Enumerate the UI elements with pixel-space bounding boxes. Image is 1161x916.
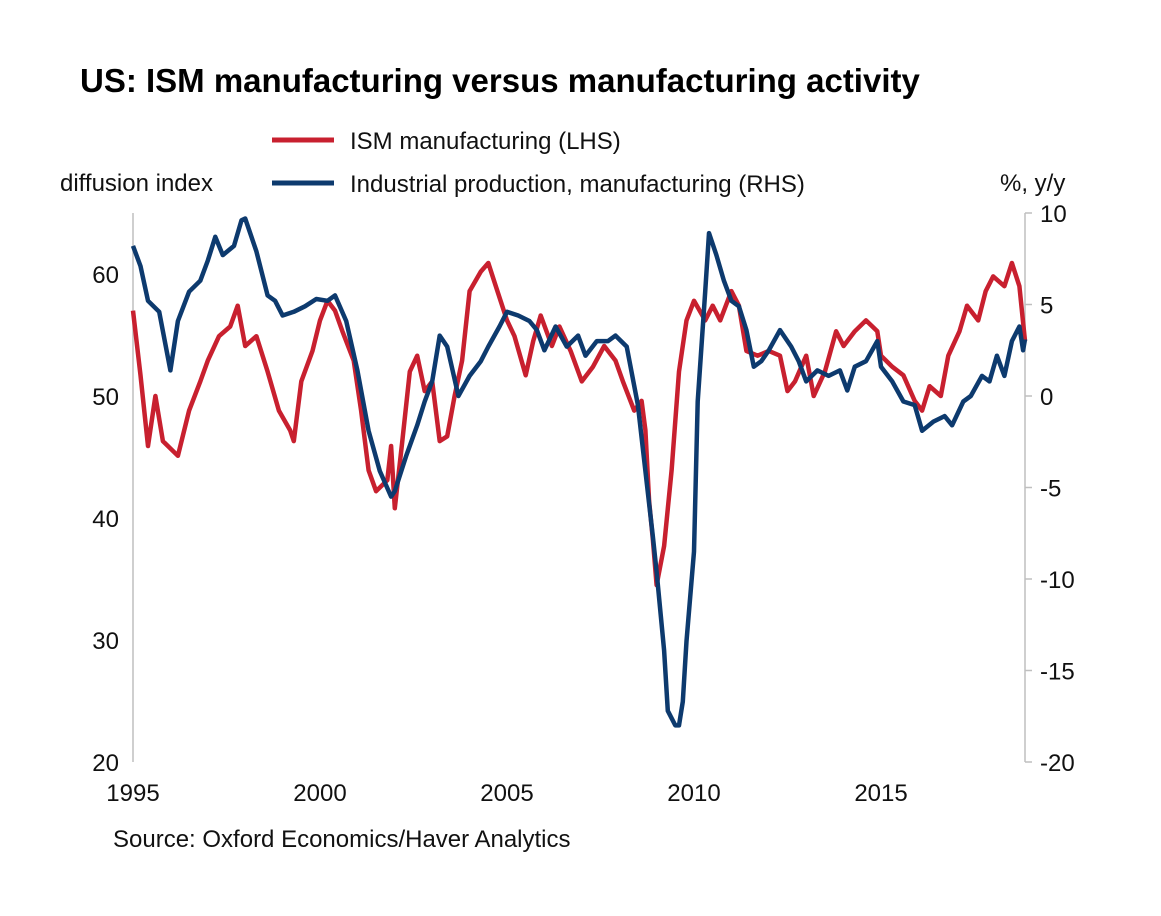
series-line-ism (130, 260, 1028, 588)
right-y-tick-label: -20 (1040, 750, 1075, 777)
legend-label-ip: Industrial production, manufacturing (RH… (350, 171, 805, 198)
legend-label-ism: ISM manufacturing (LHS) (350, 128, 621, 155)
right-y-tick-label: -5 (1040, 476, 1061, 503)
right-y-tick-label: 5 (1040, 293, 1053, 320)
x-tick-label: 1995 (106, 780, 159, 807)
right-y-tick-label: -15 (1040, 659, 1075, 686)
right-y-tick-label: -10 (1040, 567, 1075, 594)
left-y-tick-label: 40 (92, 506, 119, 533)
right-y-tick-label: 10 (1040, 201, 1067, 228)
left-y-tick-label: 50 (92, 384, 119, 411)
left-axis-label: diffusion index (60, 170, 213, 197)
left-y-tick-label: 60 (92, 262, 119, 289)
x-tick-label: 2015 (854, 780, 907, 807)
x-tick-label: 2005 (480, 780, 533, 807)
x-tick-label: 2010 (667, 780, 720, 807)
series-line-industrial-production (130, 216, 1028, 728)
chart-title: US: ISM manufacturing versus manufacturi… (80, 62, 920, 99)
left-y-tick-label: 30 (92, 628, 119, 655)
x-tick-label: 2000 (293, 780, 346, 807)
source-note: Source: Oxford Economics/Haver Analytics (113, 826, 571, 853)
right-y-tick-label: 0 (1040, 384, 1053, 411)
left-y-tick-label: 20 (92, 750, 119, 777)
right-axis-label: %, y/y (1000, 170, 1065, 197)
